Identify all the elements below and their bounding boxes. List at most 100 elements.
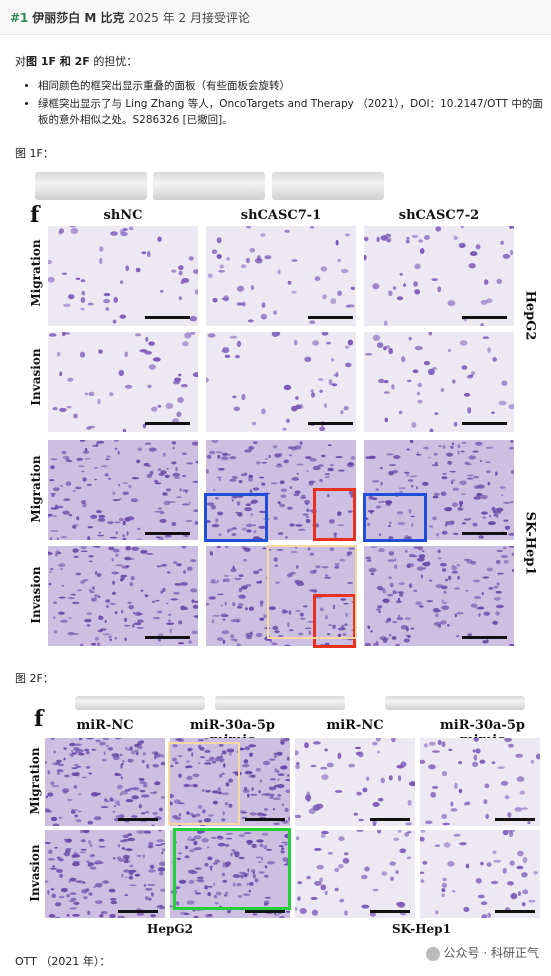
- cell-texture: [334, 562, 340, 566]
- cell-texture: [79, 351, 86, 358]
- cell-texture: [87, 302, 94, 306]
- cell-texture: [347, 304, 355, 308]
- cell-texture: [309, 552, 314, 556]
- cell-texture: [225, 832, 234, 835]
- cell-texture: [122, 227, 128, 232]
- cell-texture: [273, 822, 280, 825]
- cell-texture: [306, 875, 311, 880]
- cell-texture: [78, 738, 83, 741]
- cell-texture: [138, 777, 145, 781]
- cell-texture: [295, 761, 300, 766]
- cell-texture: [454, 782, 458, 789]
- cell-texture: [291, 259, 298, 262]
- cell-texture: [198, 744, 202, 749]
- cell-texture: [408, 336, 412, 341]
- cell-texture: [57, 772, 60, 775]
- cell-texture: [206, 469, 209, 474]
- cell-texture: [241, 585, 248, 590]
- cell-texture: [226, 453, 232, 456]
- cell-texture: [381, 871, 388, 876]
- cell-texture: [131, 477, 140, 480]
- cell-texture: [344, 910, 348, 916]
- cell-texture: [59, 873, 63, 878]
- cell-texture: [309, 589, 315, 592]
- cell-texture: [110, 900, 118, 905]
- cell-texture: [337, 511, 342, 516]
- cell-texture: [324, 890, 328, 895]
- cell-texture: [124, 894, 129, 897]
- cell-texture: [447, 460, 452, 465]
- cell-texture: [470, 560, 477, 565]
- cell-texture: [78, 810, 82, 813]
- commenter-name[interactable]: 伊丽莎白 M 比克: [32, 11, 125, 25]
- cell-texture: [221, 818, 226, 822]
- cell-texture: [204, 885, 209, 890]
- cell-texture: [53, 515, 57, 517]
- micrograph-panel: [170, 830, 290, 918]
- cell-texture: [461, 365, 468, 370]
- cell-texture: [509, 249, 514, 256]
- cell-texture: [338, 469, 345, 472]
- cell-texture: [473, 596, 482, 599]
- cell-texture: [441, 813, 448, 820]
- micrograph-panel: [364, 226, 514, 326]
- cell-texture: [458, 788, 463, 794]
- cell-texture: [283, 738, 290, 742]
- cell-texture: [510, 500, 514, 504]
- cell-texture: [243, 759, 249, 764]
- cell-texture: [212, 800, 218, 805]
- cell-texture: [261, 813, 267, 816]
- cell-texture: [114, 521, 121, 524]
- cell-texture: [194, 867, 202, 870]
- cell-texture: [411, 234, 419, 239]
- cell-texture: [186, 811, 190, 815]
- cell-texture: [452, 532, 459, 535]
- fig2-col-title: miR-NC: [326, 718, 384, 733]
- cell-texture: [113, 440, 119, 442]
- cell-texture: [73, 413, 78, 419]
- cell-texture: [399, 490, 403, 494]
- cell-texture: [207, 892, 211, 897]
- cell-texture: [57, 551, 62, 555]
- cell-texture: [248, 882, 253, 886]
- comment-number[interactable]: #1: [10, 11, 29, 25]
- cell-texture: [449, 470, 456, 473]
- cell-texture: [124, 556, 132, 561]
- cell-texture: [118, 814, 125, 819]
- cell-texture: [482, 336, 490, 340]
- cell-texture: [215, 518, 219, 523]
- cell-texture: [437, 286, 442, 293]
- cell-texture: [148, 341, 155, 346]
- cell-texture: [440, 388, 445, 392]
- cell-texture: [408, 781, 415, 787]
- cell-texture: [197, 762, 201, 764]
- cell-texture: [139, 780, 145, 785]
- cell-texture: [477, 894, 485, 899]
- cell-texture: [217, 454, 221, 459]
- cell-texture: [405, 239, 410, 244]
- cell-texture: [364, 254, 367, 261]
- cell-texture: [448, 575, 452, 581]
- cell-texture: [280, 850, 285, 854]
- dish-image: [215, 696, 345, 710]
- fig1-letter: f: [30, 202, 40, 228]
- cell-texture: [492, 850, 497, 854]
- cell-texture: [376, 608, 382, 611]
- cell-texture: [170, 793, 175, 799]
- cell-texture: [268, 758, 276, 761]
- cell-texture: [224, 354, 231, 358]
- cell-texture: [453, 421, 458, 427]
- cell-texture: [405, 549, 408, 553]
- cell-texture: [192, 269, 198, 274]
- cell-texture: [156, 839, 165, 843]
- cell-texture: [252, 524, 257, 527]
- intro-bold: 图 1F 和 2F: [26, 55, 90, 68]
- cell-texture: [378, 501, 381, 504]
- cell-texture: [166, 468, 169, 470]
- cell-texture: [171, 461, 177, 465]
- cell-texture: [184, 855, 190, 859]
- cell-texture: [217, 467, 225, 471]
- cell-texture: [297, 896, 301, 901]
- cell-texture: [419, 248, 425, 254]
- cell-texture: [261, 858, 264, 861]
